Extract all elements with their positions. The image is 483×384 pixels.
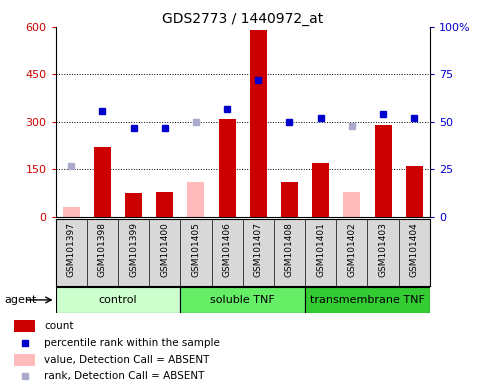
Bar [156,192,173,217]
Bar [187,182,204,217]
Text: GSM101404: GSM101404 [410,222,419,277]
Text: GSM101401: GSM101401 [316,222,325,277]
Bar [374,125,392,217]
Text: rank, Detection Call = ABSENT: rank, Detection Call = ABSENT [44,371,205,381]
Bar [14,354,35,366]
Text: GSM101408: GSM101408 [285,222,294,277]
Text: agent: agent [5,295,37,305]
Bar [343,192,360,217]
Bar [94,147,111,217]
Text: count: count [44,321,74,331]
Bar [14,320,35,332]
Bar [180,287,305,313]
Bar [250,30,267,217]
Bar [63,207,80,217]
Text: control: control [99,295,137,305]
Bar [125,193,142,217]
Text: GSM101406: GSM101406 [223,222,232,277]
Text: value, Detection Call = ABSENT: value, Detection Call = ABSENT [44,355,210,365]
Title: GDS2773 / 1440972_at: GDS2773 / 1440972_at [162,12,323,26]
Text: GSM101400: GSM101400 [160,222,169,277]
Text: GSM101402: GSM101402 [347,222,356,277]
Text: GSM101399: GSM101399 [129,222,138,277]
Bar [56,287,180,313]
Bar [218,119,236,217]
Bar [312,163,329,217]
Text: GSM101407: GSM101407 [254,222,263,277]
Text: transmembrane TNF: transmembrane TNF [310,295,425,305]
Bar [281,182,298,217]
Text: soluble TNF: soluble TNF [210,295,275,305]
Text: GSM101405: GSM101405 [191,222,200,277]
Text: GSM101397: GSM101397 [67,222,76,277]
Bar [305,287,430,313]
Text: GSM101398: GSM101398 [98,222,107,277]
Text: percentile rank within the sample: percentile rank within the sample [44,338,220,348]
Bar [406,166,423,217]
Text: GSM101403: GSM101403 [379,222,387,277]
